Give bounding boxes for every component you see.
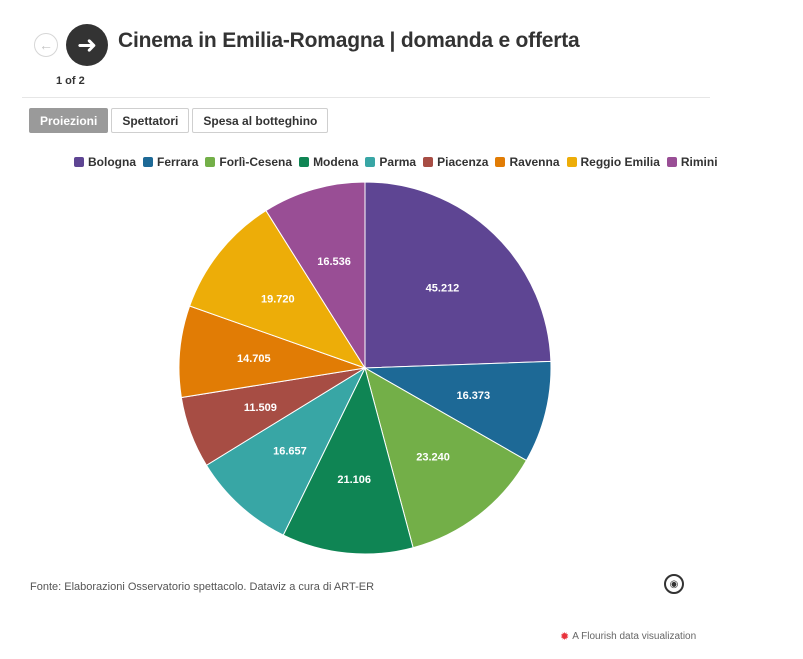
flourish-logo-icon: ✹ (560, 631, 570, 643)
legend-label: Reggio Emilia (580, 155, 660, 169)
legend-label: Modena (313, 155, 359, 169)
legend-item[interactable]: Rimini (666, 155, 718, 169)
slice-data-label: 23.240 (416, 451, 450, 463)
pie-slice[interactable] (205, 366, 367, 536)
legend-label: Forlì-Cesena (219, 155, 293, 169)
legend-item[interactable]: Modena (299, 155, 358, 169)
next-slide-button[interactable]: ➜ (66, 24, 108, 66)
header-divider (22, 97, 710, 98)
slice-data-label: 16.373 (457, 390, 491, 402)
slice-data-label: 11.509 (244, 402, 277, 414)
legend-swatch (365, 157, 376, 167)
legend-swatch (299, 157, 310, 167)
legend-swatch (566, 157, 577, 167)
legend-swatch (423, 157, 434, 167)
pie-slice[interactable] (188, 209, 367, 369)
flourish-credit-label: A Flourish data visualization (572, 631, 697, 642)
legend-swatch (495, 157, 506, 167)
pie-slice[interactable] (364, 366, 528, 549)
arrow-right-icon: ➜ (76, 31, 98, 59)
legend-item[interactable]: Reggio Emilia (566, 155, 660, 169)
slice-data-label: 16.536 (317, 256, 351, 268)
page-title: Cinema in Emilia-Romagna | domanda e off… (118, 29, 580, 52)
legend-swatch (205, 157, 216, 167)
pie-slice[interactable] (265, 181, 366, 370)
slice-data-label: 16.657 (273, 446, 307, 458)
art-er-logo-icon[interactable]: ◉ (664, 574, 684, 594)
legend-item[interactable]: Parma (365, 155, 416, 169)
legend-label: Ravenna (509, 155, 560, 169)
slice-data-label: 21.106 (337, 474, 371, 486)
slice-data-label: 45.212 (426, 283, 460, 295)
pie-slice[interactable] (364, 181, 552, 369)
chart-legend: Bologna Ferrara Forlì-Cesena Modena Parma Pia… (74, 155, 718, 169)
legend-item[interactable]: Ferrara (143, 155, 198, 169)
tab-spettatori[interactable]: Spettatori (111, 108, 190, 133)
slice-data-label: 19.720 (261, 293, 295, 305)
source-note: Fonte: Elaborazioni Osservatorio spettac… (30, 581, 375, 593)
tab-bar: Proiezioni Spettatori Spesa al botteghin… (29, 108, 329, 133)
flourish-credit-link[interactable]: ✹ A Flourish data visualization (560, 630, 696, 643)
pie-slice[interactable] (178, 305, 366, 399)
legend-item[interactable]: Forlì-Cesena (205, 155, 292, 169)
legend-item[interactable]: Ravenna (495, 155, 560, 169)
tab-proiezioni[interactable]: Proiezioni (29, 108, 109, 133)
legend-item[interactable]: Bologna (74, 155, 136, 169)
pie-slice[interactable] (282, 366, 414, 555)
legend-swatch (666, 157, 677, 167)
legend-swatch (143, 157, 153, 167)
legend-label: Parma (379, 155, 417, 169)
legend-label: Piacenza (437, 155, 489, 169)
slice-data-label: 14.705 (237, 353, 271, 365)
slide-counter: 1 of 2 (56, 75, 85, 87)
legend-swatch (74, 157, 84, 167)
arrow-left-icon: ← (39, 37, 53, 53)
tab-spesa-al-botteghino[interactable]: Spesa al botteghino (192, 108, 329, 133)
pie-slice[interactable] (363, 360, 552, 462)
previous-slide-button[interactable]: ← (34, 33, 58, 57)
legend-label: Ferrara (157, 155, 199, 169)
legend-label: Rimini (680, 155, 718, 169)
legend-item[interactable]: Piacenza (423, 155, 488, 169)
legend-label: Bologna (88, 155, 136, 169)
